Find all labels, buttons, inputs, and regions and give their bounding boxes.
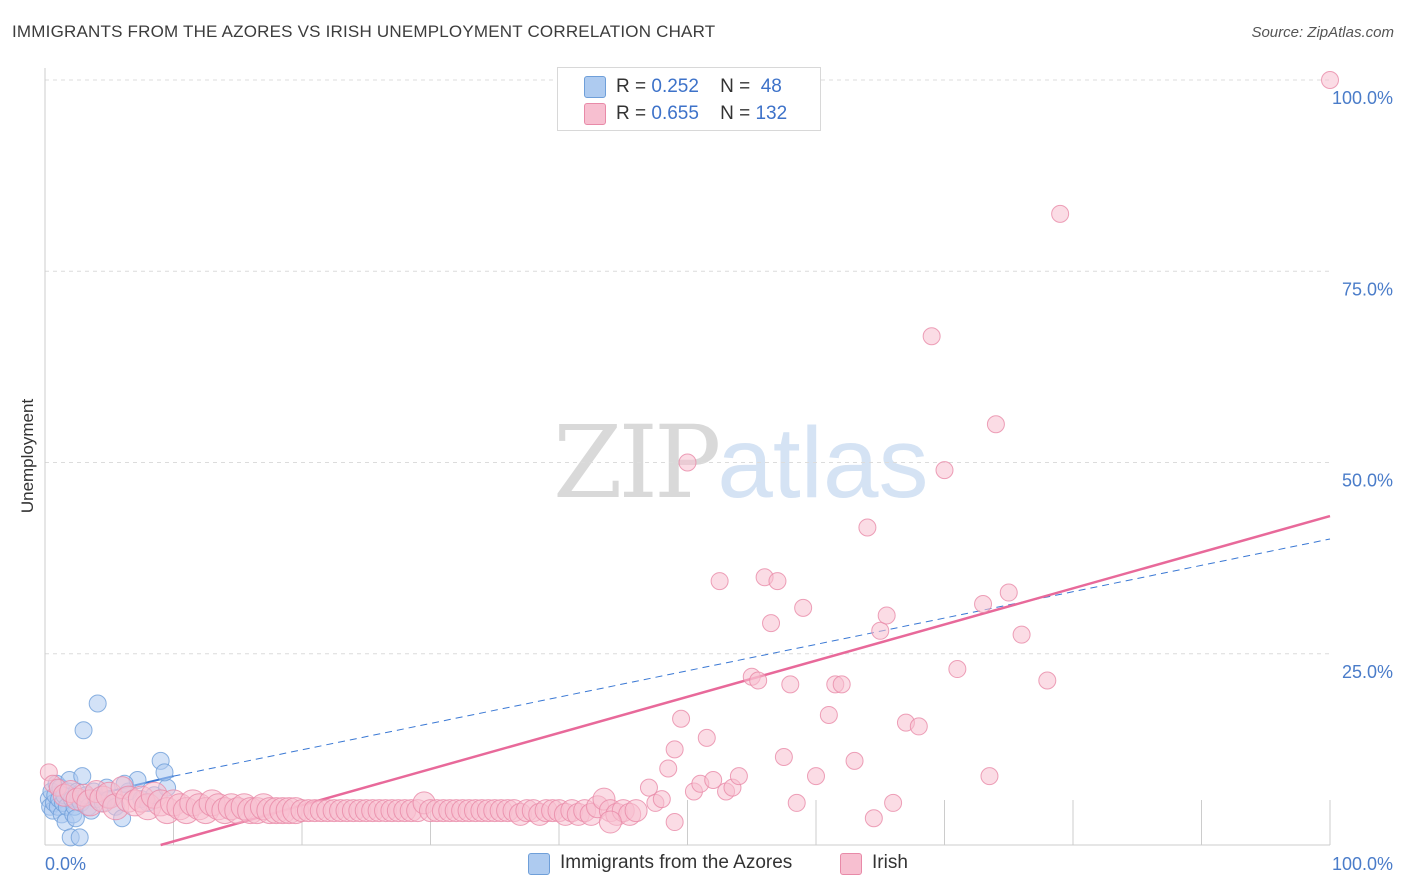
data-point-irish: [871, 621, 890, 640]
legend-r-label: R =: [616, 76, 647, 97]
data-point-irish: [639, 778, 658, 797]
legend-n-value-azores: 48: [760, 76, 782, 97]
data-point-irish: [948, 660, 967, 679]
legend-swatch-irish: [584, 103, 606, 125]
data-point-irish: [877, 606, 896, 625]
legend-swatch-azores: [584, 76, 606, 98]
data-point-irish: [909, 717, 928, 736]
bottom-legend-label-irish: Irish: [872, 852, 908, 873]
legend-r-label: R =: [616, 103, 647, 124]
data-point-irish: [935, 461, 954, 480]
data-point-irish: [749, 671, 768, 690]
x-tick-label: 0.0%: [45, 854, 86, 874]
bottom-legend-swatch-azores: [528, 853, 550, 875]
data-point-irish: [1321, 71, 1339, 89]
data-point-irish: [624, 799, 648, 823]
source-label: Source: ZipAtlas.com: [1251, 24, 1394, 41]
legend-n-label: N =: [720, 103, 751, 124]
data-point-irish: [794, 598, 813, 617]
data-point-irish: [974, 595, 993, 614]
bottom-legend-azores[interactable]: Immigrants from the Azores: [528, 852, 828, 878]
data-point-irish: [665, 813, 684, 832]
data-point-azores: [74, 721, 93, 740]
y-tick-label: 25.0%: [1342, 662, 1393, 682]
data-point-irish: [1038, 671, 1057, 690]
data-point-irish: [774, 748, 793, 767]
y-tick-label: 75.0%: [1342, 279, 1393, 299]
bottom-legend-label-azores: Immigrants from the Azores: [560, 852, 793, 873]
data-point-irish: [704, 770, 723, 789]
data-point-irish: [787, 793, 806, 812]
data-point-irish: [672, 709, 691, 728]
data-point-irish: [986, 415, 1005, 434]
data-point-irish: [678, 453, 697, 472]
data-point-irish: [598, 810, 622, 834]
legend-r-value-irish: 0.655: [651, 103, 699, 124]
data-point-irish: [781, 675, 800, 694]
data-point-irish: [980, 767, 999, 786]
legend-n-label: N =: [720, 76, 751, 97]
data-point-irish: [710, 572, 729, 591]
data-point-irish: [697, 728, 716, 747]
data-point-irish: [922, 327, 941, 346]
chart-title: IMMIGRANTS FROM THE AZORES VS IRISH UNEM…: [12, 22, 716, 41]
data-point-irish: [845, 751, 864, 770]
data-point-irish: [762, 614, 781, 633]
data-point-azores: [88, 694, 107, 713]
trend-line-azores-extended: [173, 538, 1331, 777]
data-point-irish: [652, 790, 671, 809]
data-point-irish: [1012, 625, 1031, 644]
data-point-irish: [729, 767, 748, 786]
bottom-legend-irish[interactable]: Irish: [840, 852, 940, 878]
legend-r-value-azores: 0.252: [651, 76, 699, 97]
y-tick-label: 50.0%: [1342, 471, 1393, 491]
data-point-irish: [659, 759, 678, 778]
grid-layer: [45, 79, 1330, 655]
data-point-irish: [819, 705, 838, 724]
data-point-irish: [884, 793, 903, 812]
bottom-legend-swatch-irish: [840, 853, 862, 875]
y-tick-label: 100.0%: [1332, 88, 1393, 108]
label-layer: 25.0% 50.0% 75.0% 100.0% 0.0% 100.0%: [45, 88, 1393, 874]
data-point-irish: [858, 518, 877, 537]
x-tick-label: 100.0%: [1332, 854, 1393, 874]
data-point-azores: [70, 828, 89, 847]
legend-n-value-irish: 132: [755, 103, 788, 124]
data-point-irish: [665, 740, 684, 759]
data-point-irish: [768, 572, 787, 591]
data-point-irish: [1051, 204, 1070, 223]
points-layer: [39, 71, 1339, 847]
data-point-irish: [864, 809, 883, 828]
data-point-irish: [832, 675, 851, 694]
correlation-legend: R = 0.252 N = 48 R = 0.655 N = 132: [557, 67, 821, 131]
data-point-azores: [155, 763, 174, 782]
data-point-irish: [999, 583, 1018, 602]
data-point-irish: [807, 767, 825, 786]
